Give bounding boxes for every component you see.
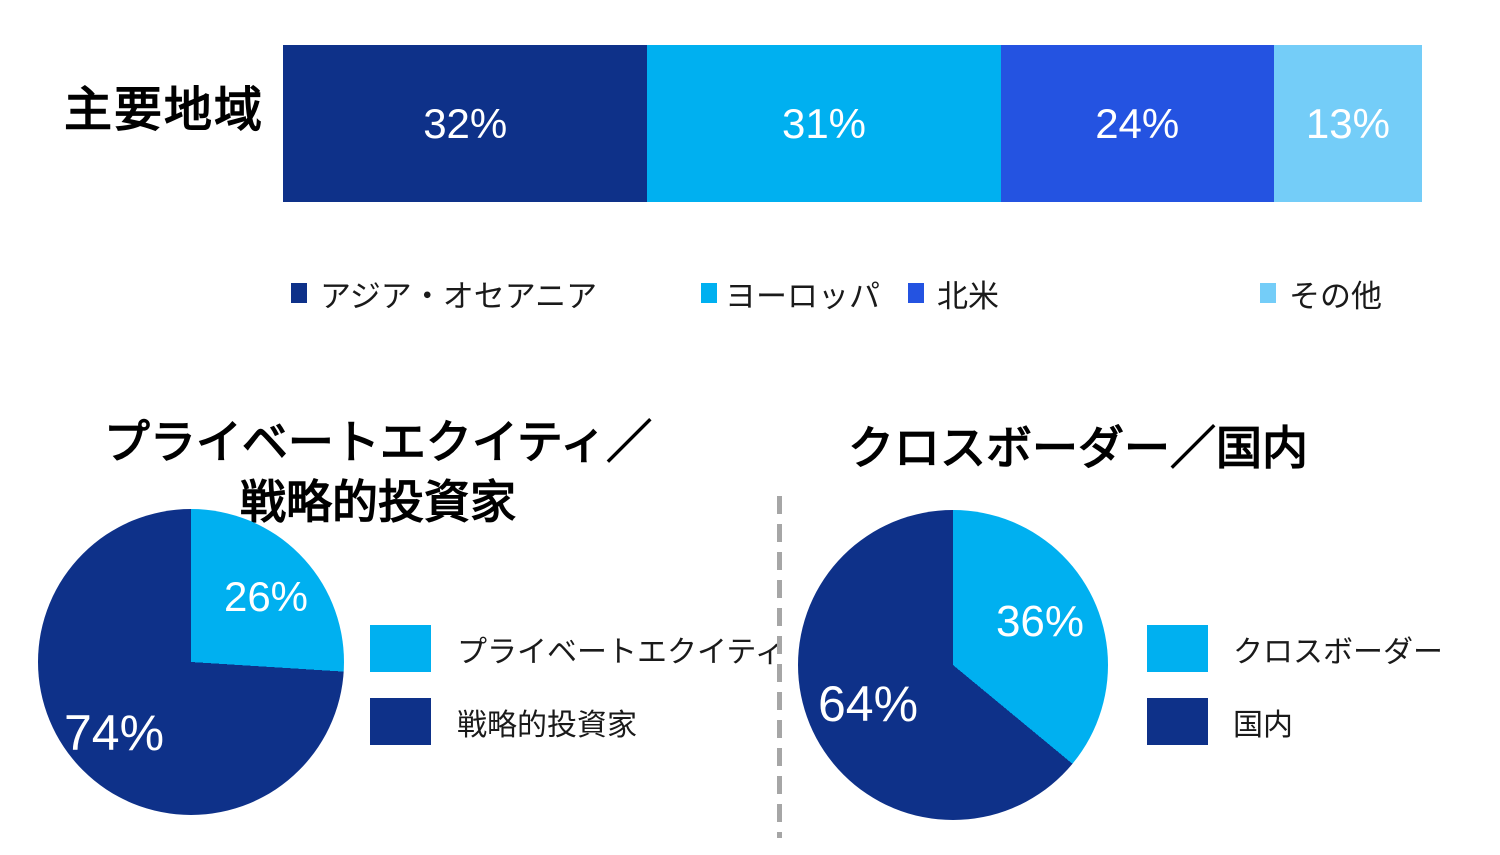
bar-segment-north-america: 24% [1000, 45, 1274, 202]
legend-item-north-america: 北米 [908, 277, 999, 314]
crossborder-pie-chart [798, 510, 1108, 820]
pe-chart-title-line2: 戦略的投資家 [240, 476, 516, 528]
legend-label: その他 [1289, 278, 1382, 314]
pe-pie-chart [38, 509, 344, 815]
legend-swatch-icon [908, 283, 924, 303]
legend-label: ヨーロッパ [725, 278, 880, 314]
pe-legend-label: プライベートエクイティ [457, 636, 785, 669]
region-chart-title: 主要地域 [64, 84, 265, 137]
legend-item-asia-oceania: アジア・オセアニア [291, 277, 597, 314]
legend-label: 北米 [937, 278, 999, 314]
pe-legend-swatch-icon [370, 625, 431, 672]
legend-swatch-icon [701, 283, 717, 303]
pe-legend-swatch-icon [370, 698, 431, 745]
crossborder-legend-label: クロスボーダー [1233, 636, 1443, 669]
crossborder-pie-value-label-small: 36% [995, 597, 1085, 646]
bar-segment-europe: 31% [647, 45, 1001, 202]
legend-swatch-icon [1260, 283, 1276, 303]
bar-segment-other: 13% [1273, 45, 1422, 202]
pe-chart-title: プライベートエクイティ／ 戦略的投資家 [58, 412, 698, 532]
crossborder-pie-value-label-large: 64% [817, 676, 919, 732]
legend-item-other: その他 [1260, 277, 1382, 314]
pe-pie-value-label-large: 74% [63, 705, 165, 761]
crossborder-legend-swatch-icon [1147, 698, 1208, 745]
bar-segment-value-label: 31% [781, 99, 867, 147]
legend-swatch-icon [291, 283, 307, 303]
vertical-dashed-divider [777, 496, 782, 838]
pe-chart-title-line1: プライベートエクイティ／ [103, 416, 653, 468]
crossborder-legend-swatch-icon [1147, 625, 1208, 672]
crossborder-chart-title: クロスボーダー／国内 [848, 422, 1308, 474]
legend-item-europe: ヨーロッパ [701, 277, 880, 314]
crossborder-legend-label: 国内 [1233, 709, 1293, 742]
bar-segment-value-label: 32% [423, 99, 508, 147]
legend-label: アジア・オセアニア [320, 278, 598, 314]
bar-segment-value-label: 13% [1305, 99, 1390, 147]
pe-legend-label: 戦略的投資家 [457, 709, 637, 742]
pe-pie-value-label-small: 26% [223, 573, 309, 620]
bar-segment-asia-oceania: 32% [283, 45, 648, 202]
bar-segment-value-label: 24% [1095, 99, 1180, 147]
region-stacked-bar: 32% 31% 24% 13% [283, 45, 1422, 202]
